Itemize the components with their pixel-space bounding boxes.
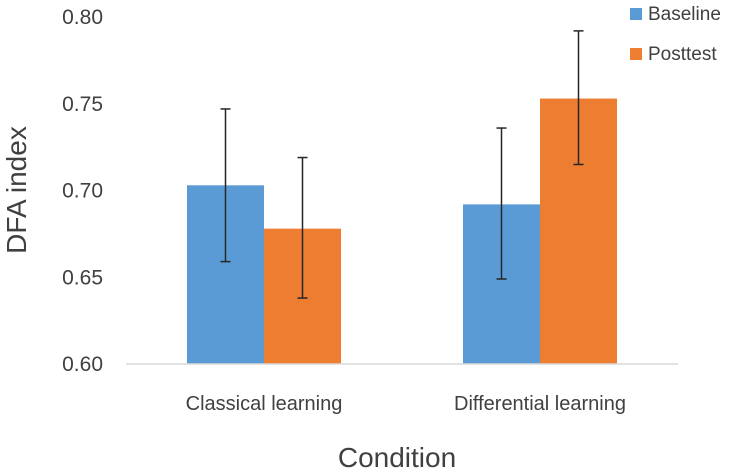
y-tick-label: 0.65: [62, 266, 103, 289]
legend-swatch-baseline: [630, 8, 642, 20]
y-tick-label: 0.60: [62, 353, 103, 376]
legend-label-baseline: Baseline: [648, 4, 721, 25]
error-bars: [220, 30, 584, 299]
legend-label-posttest: Posttest: [648, 44, 717, 65]
y-axis-ticks: 0.60 0.65 0.70 0.75 0.80: [62, 6, 103, 376]
y-axis-title: DFA index: [1, 126, 32, 254]
x-axis-title: Condition: [338, 442, 456, 473]
legend-swatch-posttest: [630, 48, 642, 60]
y-tick-label: 0.70: [62, 180, 103, 203]
bars: [187, 98, 617, 365]
y-tick-label: 0.75: [62, 93, 103, 116]
legend: Baseline Posttest: [630, 4, 721, 65]
category-labels: Classical learning Differential learning: [186, 393, 626, 415]
y-tick-label: 0.80: [62, 6, 103, 29]
category-label: Classical learning: [186, 393, 343, 415]
category-label: Differential learning: [454, 393, 626, 415]
